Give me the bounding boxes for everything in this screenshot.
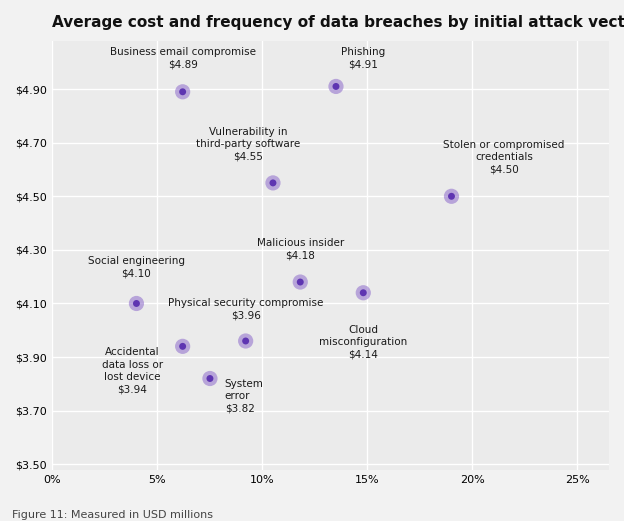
Text: Accidental
data loss or
lost device
$3.94: Accidental data loss or lost device $3.9… xyxy=(102,348,163,394)
Point xyxy=(358,289,368,297)
Point xyxy=(205,374,215,382)
Point xyxy=(132,299,142,307)
Text: Average cost and frequency of data breaches by initial attack vector: Average cost and frequency of data breac… xyxy=(52,15,624,30)
Point xyxy=(295,278,305,286)
Point xyxy=(241,337,251,345)
Point xyxy=(241,337,251,345)
Point xyxy=(205,374,215,382)
Text: Malicious insider
$4.18: Malicious insider $4.18 xyxy=(256,238,344,260)
Text: Vulnerability in
third-party software
$4.55: Vulnerability in third-party software $4… xyxy=(196,127,300,162)
Text: Physical security compromise
$3.96: Physical security compromise $3.96 xyxy=(168,299,323,321)
Point xyxy=(447,192,457,201)
Point xyxy=(331,82,341,91)
Point xyxy=(331,82,341,91)
Point xyxy=(268,179,278,187)
Text: Phishing
$4.91: Phishing $4.91 xyxy=(341,46,386,69)
Point xyxy=(295,278,305,286)
Text: Figure 11: Measured in USD millions: Figure 11: Measured in USD millions xyxy=(12,511,213,520)
Text: Stolen or compromised
credentials
$4.50: Stolen or compromised credentials $4.50 xyxy=(443,140,565,175)
Text: Business email compromise
$4.89: Business email compromise $4.89 xyxy=(110,46,256,69)
Point xyxy=(178,342,188,351)
Point xyxy=(132,299,142,307)
Point xyxy=(358,289,368,297)
Point xyxy=(178,342,188,351)
Point xyxy=(268,179,278,187)
Text: Social engineering
$4.10: Social engineering $4.10 xyxy=(88,256,185,278)
Point xyxy=(178,88,188,96)
Point xyxy=(178,88,188,96)
Text: Cloud
misconfiguration
$4.14: Cloud misconfiguration $4.14 xyxy=(319,325,407,359)
Text: System
error
$3.82: System error $3.82 xyxy=(225,379,263,413)
Point xyxy=(447,192,457,201)
